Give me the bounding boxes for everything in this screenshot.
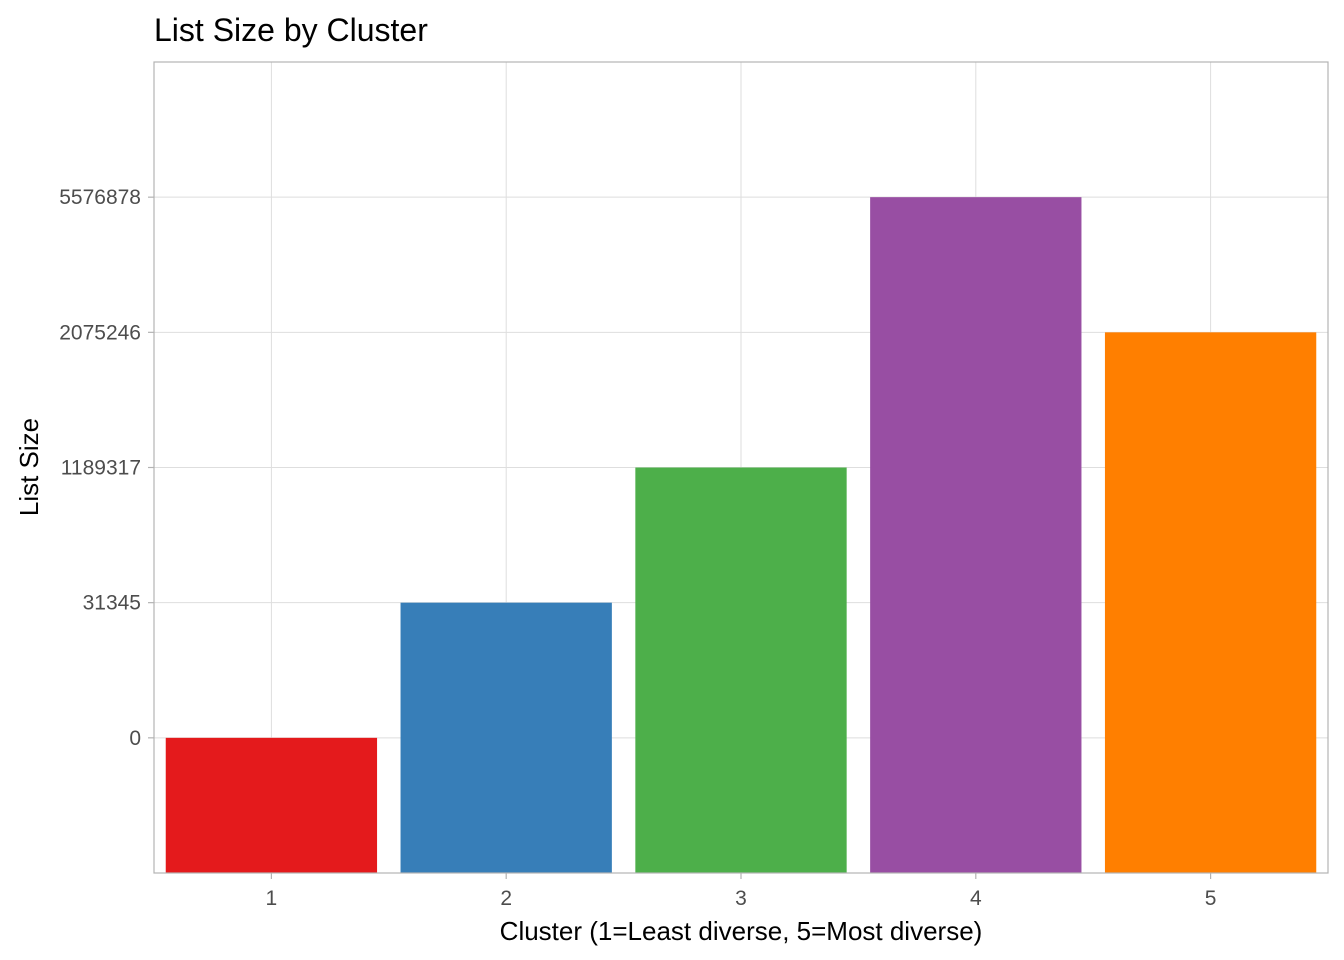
y-tick-label: 31345: [83, 592, 141, 615]
bars: [165, 197, 1317, 873]
x-tick-label: 4: [970, 887, 982, 910]
bar-cluster-2: [400, 602, 612, 873]
x-tick-label: 5: [1205, 887, 1217, 910]
y-tick-label: 5576878: [59, 186, 141, 209]
bar-cluster-1: [165, 737, 378, 873]
chart-title: List Size by Cluster: [154, 12, 428, 48]
bar-cluster-5: [1104, 332, 1317, 873]
bar-cluster-4: [870, 197, 1082, 873]
y-tick-label: 0: [129, 727, 141, 750]
x-tick-label: 1: [266, 887, 278, 910]
x-tick-label: 2: [500, 887, 512, 910]
x-axis-title: Cluster (1=Least diverse, 5=Most diverse…: [500, 916, 983, 946]
bar-cluster-3: [635, 467, 847, 873]
y-tick-label: 2075246: [59, 321, 141, 344]
y-axis-title: List Size: [14, 418, 44, 516]
y-tick-label: 1189317: [61, 457, 141, 480]
x-tick-label: 3: [735, 887, 747, 910]
axis-ticks: 0 31345 1189317 2075246 5576878 1 2 3 4 5: [59, 186, 1216, 910]
